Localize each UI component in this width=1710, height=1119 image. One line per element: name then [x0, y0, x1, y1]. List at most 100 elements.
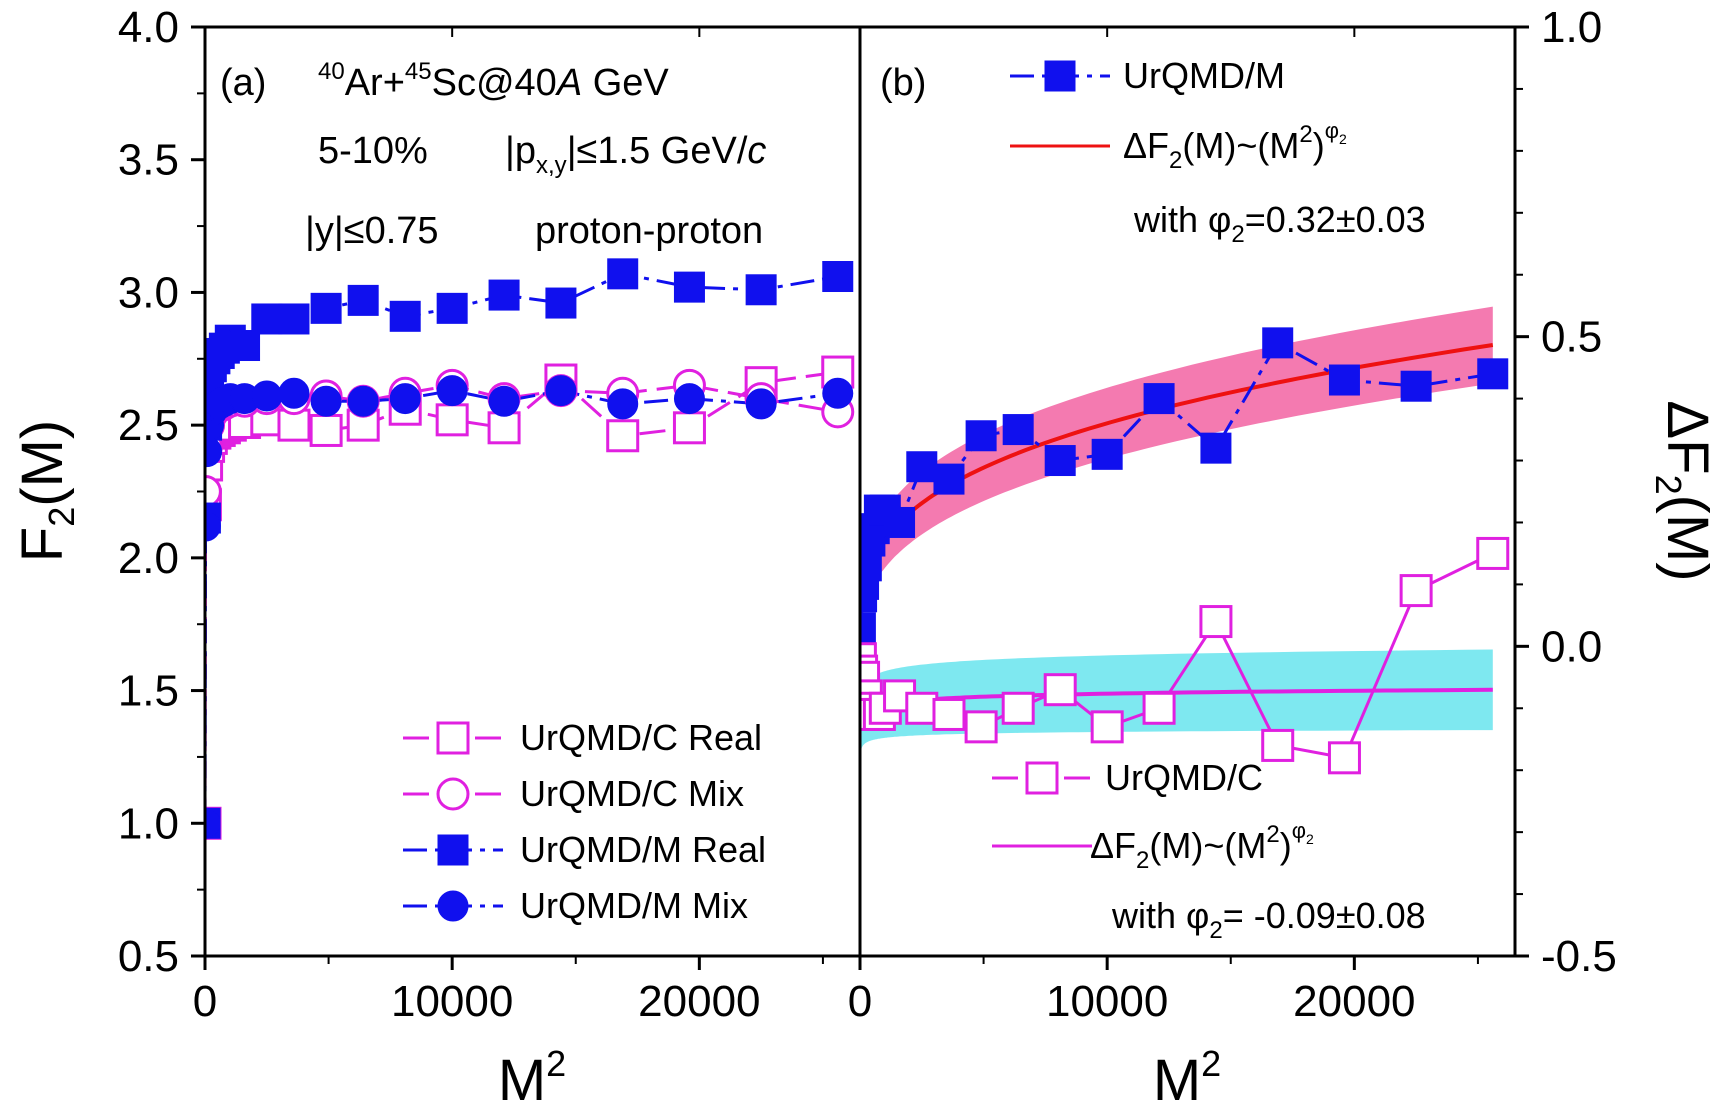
data-point [229, 330, 261, 362]
legend-item-urqmd-c: UrQMD/C [992, 757, 1263, 798]
panel-a-legend: UrQMD/C Real UrQMD/C Mix UrQMD/M Real Ur… [403, 717, 766, 926]
panel-a-x-axis-title: M2 [498, 1043, 566, 1113]
data-point [1327, 741, 1361, 775]
data-point [389, 300, 421, 332]
data-point [606, 419, 640, 453]
y-tick-label: 2.0 [118, 534, 179, 583]
panel-a-axes: 0 10000 20000 0.5 1.0 1.5 2.0 2.5 3.0 3.5 4.0 [118, 3, 824, 1026]
data-point [673, 383, 705, 415]
data-point [1200, 432, 1232, 464]
data-point [822, 261, 854, 293]
panel-b-y-axis-title: ΔF2(M) [1648, 400, 1710, 581]
data-point [1043, 673, 1077, 707]
panel-b-plot-area [860, 306, 1510, 775]
x-tick-label: 0 [848, 977, 872, 1026]
panel-b-x-axis-title: M2 [1153, 1043, 1221, 1113]
data-point [278, 303, 310, 335]
y-tick-label: 1.5 [118, 667, 179, 716]
data-point [435, 403, 469, 437]
legend-label: ΔF2(M)~(M2)φ2 [1123, 118, 1347, 174]
x-tick-label: 10000 [1046, 977, 1168, 1026]
data-point [965, 420, 997, 452]
panel-a-plot-area [205, 258, 855, 840]
data-point [347, 284, 379, 316]
x-tick-label: 0 [193, 977, 217, 1026]
panel-b-label: (b) [880, 62, 926, 104]
legend-label: ΔF2(M)~(M2)φ2 [1090, 818, 1314, 874]
y-tick-label: 1.0 [118, 799, 179, 848]
data-point [436, 375, 468, 407]
data-point [607, 258, 639, 290]
x-tick-label: 20000 [638, 977, 760, 1026]
panel-b-axes: 0 10000 20000 -0.5 0.0 0.5 1.0 [848, 3, 1617, 1026]
y-tick-label: 4.0 [118, 3, 179, 52]
panel-b: 0 10000 20000 -0.5 0.0 0.5 1.0 (b) UrQMD/M ΔF2… [848, 3, 1710, 1113]
legend-marker [436, 777, 470, 811]
data-point [545, 375, 577, 407]
data-point [310, 292, 342, 324]
data-point [1262, 327, 1294, 359]
data-point [905, 691, 939, 725]
legend-item-urqmd-m-real: UrQMD/M Real [403, 829, 766, 870]
data-point [487, 411, 521, 445]
legend-marker [436, 721, 470, 755]
data-point [1001, 691, 1035, 725]
data-point [436, 292, 468, 324]
data-point [1399, 574, 1433, 608]
data-point [488, 279, 520, 311]
data-point [964, 710, 998, 744]
panel-b-frame [858, 25, 1517, 958]
legend-item-urqmd-m-fit: ΔF2(M)~(M2)φ2 [1010, 118, 1347, 174]
legend-marker [437, 890, 469, 922]
data-point [1261, 728, 1295, 762]
legend-marker [437, 834, 469, 866]
data-point [906, 451, 938, 483]
panel-b-lower-fit-note: with φ2= -0.09±0.08 [1111, 895, 1426, 944]
x-tick-label: 10000 [391, 977, 513, 1026]
data-point [488, 385, 520, 417]
legend-item-urqmd-c-mix: UrQMD/C Mix [403, 773, 744, 814]
y-tick-label: 0.0 [1541, 622, 1602, 671]
data-point [389, 383, 421, 415]
data-point [310, 385, 342, 417]
y-tick-label: 3.5 [118, 136, 179, 185]
panel-b-upper-legend: UrQMD/M ΔF2(M)~(M2)φ2 with φ2=0.32±0.03 [1010, 55, 1426, 248]
data-point [884, 506, 916, 538]
data-point [607, 388, 639, 420]
panel-a-label: (a) [220, 62, 266, 104]
data-point [1400, 370, 1432, 402]
panel-b-upper-fit-note: with φ2=0.32±0.03 [1133, 199, 1426, 248]
legend-label: UrQMD/C [1105, 757, 1263, 798]
y-tick-label: 3.0 [118, 268, 179, 317]
panel-b-lower-legend: UrQMD/C ΔF2(M)~(M2)φ2 with φ2= -0.09±0.0… [992, 757, 1426, 944]
data-point [672, 411, 706, 445]
data-point [251, 303, 283, 335]
panel-a-pxy-annotation: |px,y|≤1.5 GeV/c [505, 130, 766, 179]
y-tick-label: 1.0 [1541, 3, 1602, 52]
series-line [205, 389, 839, 824]
legend-item-urqmd-m: UrQMD/M [1010, 55, 1285, 96]
data-point [745, 274, 777, 306]
data-point [1477, 358, 1509, 390]
panel-a-y-axis-title: F2(M) [10, 420, 82, 562]
panel-a-system-annotation: 40Ar+45Sc@40A GeV [318, 58, 669, 104]
data-point [1090, 710, 1124, 744]
y-tick-label: 0.5 [1541, 313, 1602, 362]
data-point [545, 287, 577, 319]
y-tick-label: -0.5 [1541, 932, 1617, 981]
data-point [1328, 364, 1360, 396]
data-point [347, 385, 379, 417]
legend-item-urqmd-c-real: UrQMD/C Real [403, 717, 762, 758]
y-tick-label: 2.5 [118, 401, 179, 450]
legend-label: UrQMD/M Mix [520, 885, 748, 926]
data-point [1091, 438, 1123, 470]
x-tick-label: 20000 [1293, 977, 1415, 1026]
data-point [1002, 414, 1034, 446]
fit-error-band [860, 649, 1493, 756]
legend-label: UrQMD/C Real [520, 717, 762, 758]
data-point [822, 377, 854, 409]
legend-label: UrQMD/C Mix [520, 773, 744, 814]
data-point [205, 436, 223, 468]
data-point [1142, 691, 1176, 725]
